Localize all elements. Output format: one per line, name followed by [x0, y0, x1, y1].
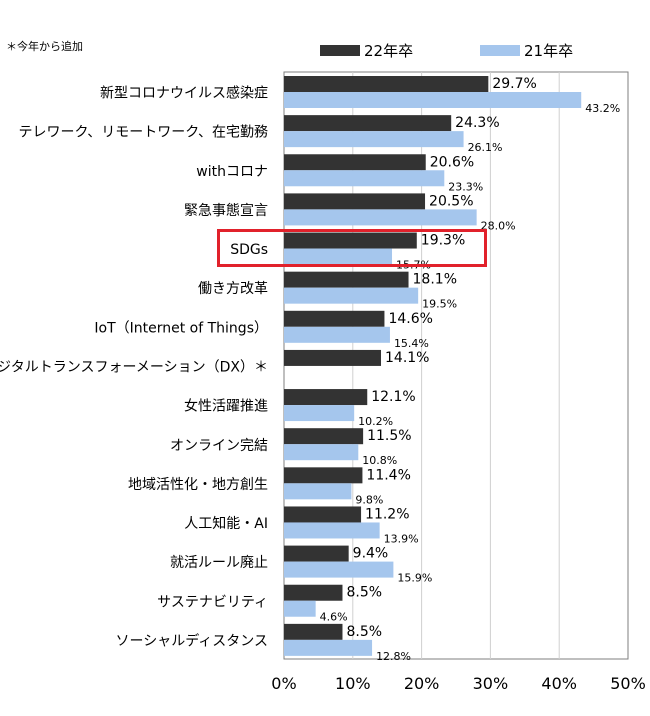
bar — [284, 310, 385, 327]
category-label: デジタルトランスフォーメーション（DX）＊ — [0, 359, 268, 376]
x-tick-label: 10% — [335, 674, 371, 693]
bar — [284, 115, 452, 132]
x-tick-label: 40% — [541, 674, 577, 693]
bar — [284, 76, 489, 92]
data-label: 14.1% — [385, 350, 429, 366]
bar — [284, 639, 373, 656]
bar — [284, 209, 477, 226]
data-label: 12.1% — [371, 389, 415, 405]
note-text: ＊今年から追加 — [6, 40, 83, 53]
legend-item-22: 22年卒 — [320, 40, 413, 61]
legend-label-21: 21年卒 — [524, 42, 574, 60]
bar — [284, 600, 316, 617]
category-label: ソーシャルディスタンス — [116, 632, 268, 649]
bar — [284, 584, 343, 601]
data-label: 19.5% — [422, 298, 457, 311]
bar — [284, 522, 380, 539]
legend-label-22: 22年卒 — [364, 42, 414, 60]
data-label: 10.2% — [358, 415, 393, 428]
bar — [284, 271, 409, 288]
bar — [284, 131, 464, 148]
category-label: サステナビリティ — [157, 594, 268, 610]
data-label: 18.1% — [413, 272, 457, 288]
data-label: 20.5% — [429, 193, 473, 209]
bar — [284, 92, 582, 108]
x-tick-label: 30% — [473, 674, 509, 693]
x-tick-label: 20% — [404, 674, 440, 693]
category-label: 女性活躍推進 — [184, 398, 268, 415]
category-label: 人工知能・AI — [184, 515, 268, 532]
category-label: withコロナ — [196, 164, 268, 180]
data-label: 19.3% — [421, 233, 465, 249]
legend-item-21: 21年卒 — [480, 40, 573, 61]
data-label: 10.8% — [362, 454, 397, 467]
data-label: 14.6% — [388, 311, 432, 327]
legend-swatch-21 — [480, 45, 520, 56]
bar — [284, 467, 363, 484]
bar — [284, 483, 352, 500]
bar — [284, 248, 393, 265]
category-label: 新型コロナウイルス感染症 — [100, 85, 268, 102]
data-label: 20.6% — [430, 154, 474, 170]
bar — [284, 193, 426, 210]
bar — [284, 326, 390, 343]
bar — [284, 389, 368, 406]
category-label: オンライン完結 — [170, 438, 268, 454]
category-label: 緊急事態宣言 — [184, 203, 268, 219]
data-label: 13.9% — [384, 532, 419, 545]
bar — [284, 561, 394, 578]
bar — [284, 444, 359, 461]
bar — [284, 232, 417, 249]
bar — [284, 170, 445, 187]
data-label: 8.5% — [346, 585, 382, 601]
data-label: 8.5% — [346, 624, 382, 640]
data-label: 9.4% — [353, 546, 389, 562]
data-label: 9.8% — [355, 493, 383, 506]
data-label: 28.0% — [481, 219, 516, 232]
bar — [284, 428, 364, 445]
data-label: 29.7% — [492, 76, 536, 92]
category-label: 就活ルール廃止 — [170, 554, 268, 571]
bar — [284, 405, 355, 422]
data-label: 26.1% — [468, 141, 503, 154]
data-label: 12.8% — [376, 650, 411, 663]
data-label: 23.3% — [448, 180, 483, 193]
bar — [284, 349, 382, 366]
data-label: 43.2% — [585, 102, 620, 115]
data-label: 15.9% — [397, 572, 432, 585]
bar — [284, 623, 343, 640]
x-tick-label: 50% — [610, 674, 646, 693]
category-label: SDGs — [230, 242, 268, 258]
data-label: 4.6% — [320, 611, 348, 624]
legend-swatch-22 — [320, 45, 360, 56]
bar — [284, 287, 419, 304]
data-label: 11.4% — [366, 467, 410, 483]
x-tick-label: 0% — [271, 674, 296, 693]
bar — [284, 154, 426, 171]
category-label: 働き方改革 — [198, 281, 268, 297]
data-label: 11.5% — [367, 428, 411, 444]
category-label: IoT（Internet of Things） — [94, 320, 268, 336]
data-label: 24.3% — [455, 115, 499, 131]
bar — [284, 506, 362, 523]
highlight-box — [217, 229, 487, 267]
data-label: 11.2% — [365, 506, 409, 522]
category-label: テレワーク、リモートワーク、在宅勤務 — [19, 125, 268, 141]
bar — [284, 545, 349, 562]
category-label: 地域活性化・地方創生 — [128, 477, 268, 493]
data-label: 15.4% — [394, 337, 429, 350]
